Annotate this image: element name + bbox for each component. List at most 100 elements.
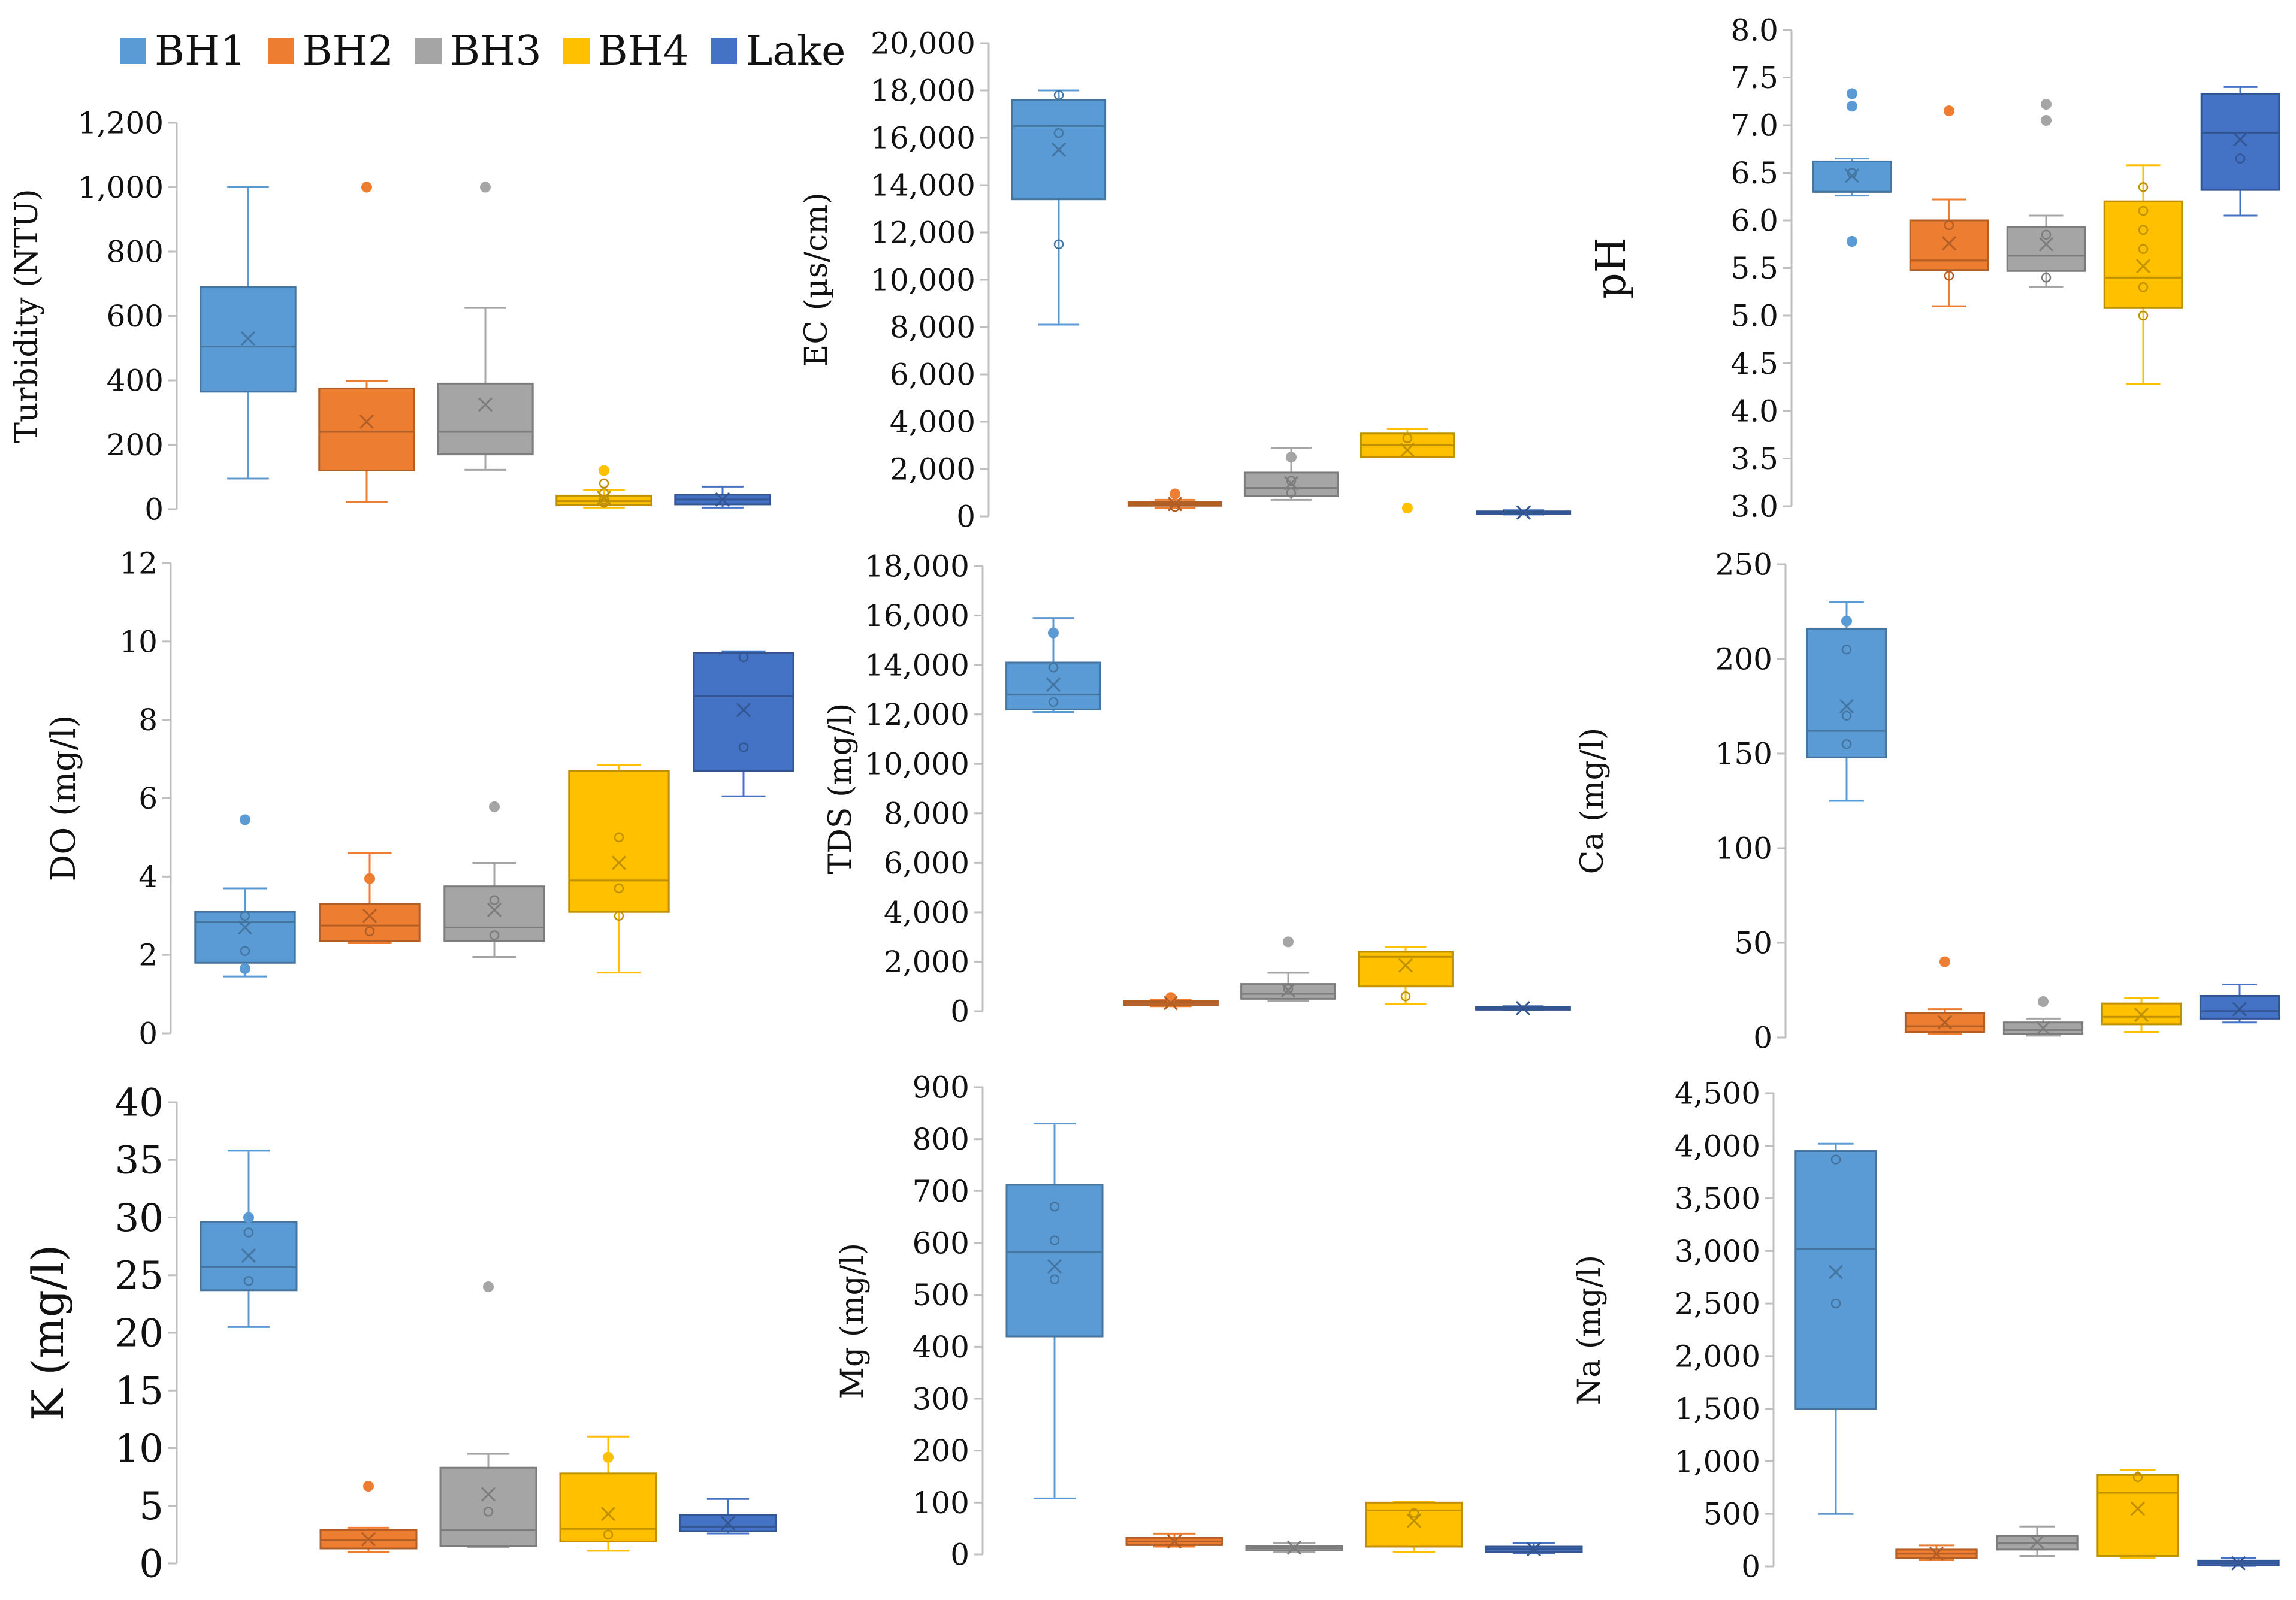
mean-marker	[361, 1532, 376, 1547]
outlier-point	[1847, 88, 1857, 99]
y-tick-label: 150	[1715, 737, 1772, 772]
data-point	[599, 494, 609, 505]
legend-label: BH1	[155, 27, 246, 75]
y-tick-label: 12,000	[865, 697, 969, 732]
legend-swatch	[563, 38, 590, 64]
box-lake	[1475, 1000, 1571, 1016]
mean-marker	[2130, 1501, 2146, 1516]
legend-item-bh2: BH2	[267, 28, 394, 75]
legend-swatch	[267, 38, 294, 64]
mean-marker	[1406, 1513, 1422, 1528]
y-axis-title: Na (mg/l)	[1572, 1255, 1608, 1405]
y-tick-label: 0	[138, 1017, 158, 1051]
box-bh3	[437, 182, 534, 471]
y-tick-label: 100	[913, 1486, 969, 1520]
y-tick-label: 7.5	[1730, 61, 1778, 95]
y-tick-label: 0	[950, 994, 969, 1029]
y-tick-label: 2,000	[884, 945, 969, 979]
y-tick-label: 35	[115, 1139, 164, 1183]
mean-marker	[2035, 1021, 2051, 1036]
box-bh4	[559, 1435, 657, 1552]
data-point	[1841, 710, 1852, 721]
outlier-point	[1402, 503, 1413, 514]
y-tick-label: 16,000	[871, 121, 975, 156]
y-tick-label: 0	[1753, 1021, 1772, 1055]
box-lake	[2200, 86, 2280, 217]
data-point	[1170, 501, 1180, 512]
legend-item-lake: Lake	[711, 28, 845, 75]
outlier-point	[1048, 627, 1059, 639]
data-point	[738, 742, 749, 752]
box-bh3	[1243, 446, 1339, 501]
y-axis-title: Turbidity (NTU)	[9, 189, 45, 443]
data-point	[2138, 282, 2149, 292]
y-tick-label: 10,000	[865, 747, 969, 782]
mean-marker	[1839, 698, 1854, 714]
y-tick-label: 50	[1734, 926, 1772, 961]
box-bh3	[1240, 936, 1336, 1002]
data-point	[240, 946, 250, 956]
box-bh3	[439, 1281, 537, 1548]
data-point	[1286, 488, 1297, 498]
data-point	[1830, 1298, 1841, 1309]
box-iqr	[2199, 994, 2280, 1020]
mean-marker	[2231, 1556, 2246, 1571]
box-iqr	[437, 382, 534, 456]
data-point	[614, 883, 624, 894]
panel-na: 0 500 1,000 1,500 2,000 2,500 3,000 3,500 4,000 4…	[1572, 1076, 2280, 1584]
mean-marker	[487, 902, 502, 918]
legend-label: BH4	[597, 27, 690, 75]
box-bh2	[1895, 1544, 1978, 1561]
data-point	[1049, 1235, 1060, 1245]
y-tick-label: 1,200	[78, 106, 164, 141]
data-point	[240, 911, 250, 921]
box-bh2	[1909, 105, 1989, 307]
y-tick-label: 10,000	[871, 263, 975, 298]
box-lake	[2199, 984, 2280, 1024]
box-bh1	[1005, 1123, 1104, 1499]
legend-label: Lake	[745, 27, 846, 75]
y-tick-label: 1,500	[1675, 1392, 1760, 1426]
y-tick-label: 25	[115, 1254, 164, 1298]
data-point	[364, 926, 375, 937]
outlier-point	[480, 182, 491, 193]
data-point	[1049, 1202, 1060, 1212]
legend-swatch	[415, 38, 442, 64]
box-bh1	[200, 186, 297, 480]
outlier-point	[2038, 996, 2049, 1007]
box-bh3	[443, 801, 545, 958]
y-tick-label: 4,000	[890, 405, 975, 440]
y-tick-label: 8,000	[884, 796, 969, 831]
y-tick-label: 0	[144, 492, 164, 527]
mean-marker	[1398, 958, 1413, 973]
data-point	[2138, 225, 2149, 235]
box-bh1	[1011, 89, 1107, 326]
mean-marker	[362, 908, 377, 923]
mean-marker	[596, 491, 612, 506]
y-tick-label: 1,000	[78, 170, 164, 205]
mean-marker	[1515, 1000, 1531, 1016]
legend-item-bh1: BH1	[120, 28, 246, 75]
y-tick-label: 200	[1715, 642, 1772, 677]
mean-marker	[2232, 1002, 2247, 1017]
box-bh3	[1245, 1540, 1343, 1555]
outlier-point	[1283, 936, 1294, 948]
panel-do: 0 2 4 6 8 10 12 DO (mg/l)	[44, 546, 794, 1051]
box-bh4	[1358, 946, 1454, 1005]
mean-marker	[1051, 142, 1067, 157]
outlier-point	[1847, 235, 1857, 247]
y-tick-label: 0	[1741, 1550, 1760, 1584]
legend-swatch	[120, 38, 146, 64]
box-bh2	[319, 1481, 418, 1553]
mean-marker	[720, 1516, 736, 1531]
y-axis-title: K (mg/l)	[23, 1245, 73, 1421]
outlier-point	[240, 963, 250, 975]
outlier-point	[1286, 452, 1297, 463]
y-tick-label: 8.0	[1730, 13, 1778, 48]
box-lake	[693, 650, 794, 797]
outlier-point	[489, 801, 500, 812]
data-point	[2138, 205, 2149, 216]
outlier-point	[1939, 956, 1950, 967]
y-axis-title: Ca (mg/l)	[1575, 728, 1611, 875]
panel-ca: 0 50 100 150 200 250 Ca (mg/l)	[1575, 548, 2280, 1055]
